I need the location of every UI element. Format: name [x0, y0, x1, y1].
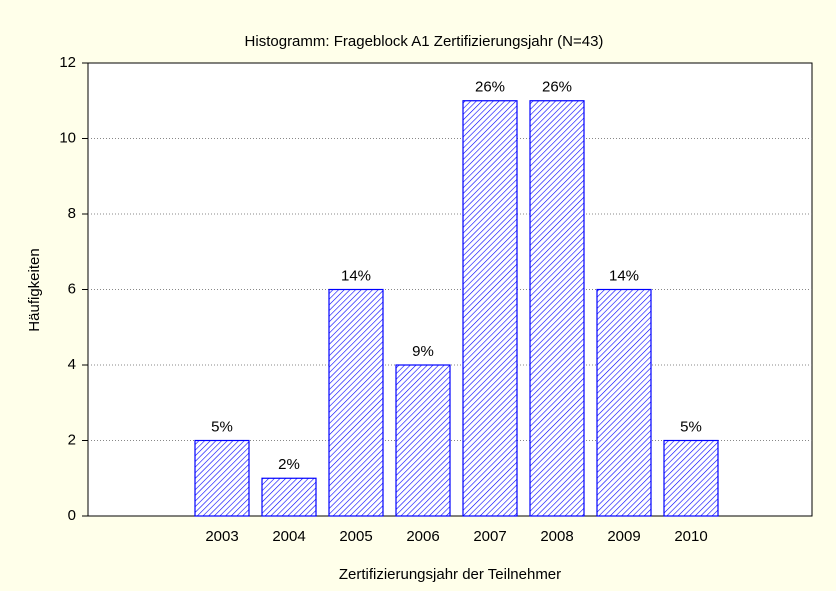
data-label: 14% [609, 267, 639, 284]
y-tick-label: 6 [68, 280, 76, 297]
x-tick-label: 2004 [272, 528, 305, 545]
bar [596, 288, 652, 517]
x-axis-label: Zertifizierungsjahr der Teilnehmer [339, 566, 561, 583]
x-tick-label: 2006 [406, 528, 439, 545]
data-label: 9% [412, 343, 434, 360]
data-label: 5% [211, 418, 233, 435]
x-tick-label: 2008 [540, 528, 573, 545]
y-tick-label: 12 [59, 54, 76, 71]
bar [395, 364, 451, 517]
bar [194, 439, 250, 517]
data-label: 26% [475, 79, 505, 96]
bar [261, 477, 317, 517]
y-tick-label: 4 [68, 356, 76, 373]
chart-title: Histogramm: Frageblock A1 Zertifizierung… [245, 33, 604, 50]
x-tick-label: 2005 [339, 528, 372, 545]
data-label: 2% [278, 456, 300, 473]
data-label: 26% [542, 79, 572, 96]
y-tick-label: 10 [59, 129, 76, 146]
x-tick-label: 2010 [674, 528, 707, 545]
x-tick-label: 2003 [205, 528, 238, 545]
y-tick-label: 0 [68, 507, 76, 524]
y-tick-label: 8 [68, 205, 76, 222]
data-label: 5% [680, 418, 702, 435]
bar [462, 100, 518, 517]
x-tick-label: 2007 [473, 528, 506, 545]
bar [328, 288, 384, 517]
bar [663, 439, 719, 517]
data-label: 14% [341, 267, 371, 284]
y-tick-label: 2 [68, 431, 76, 448]
bar [529, 100, 585, 517]
y-axis-label: Häufigkeiten [26, 248, 43, 331]
x-tick-label: 2009 [607, 528, 640, 545]
